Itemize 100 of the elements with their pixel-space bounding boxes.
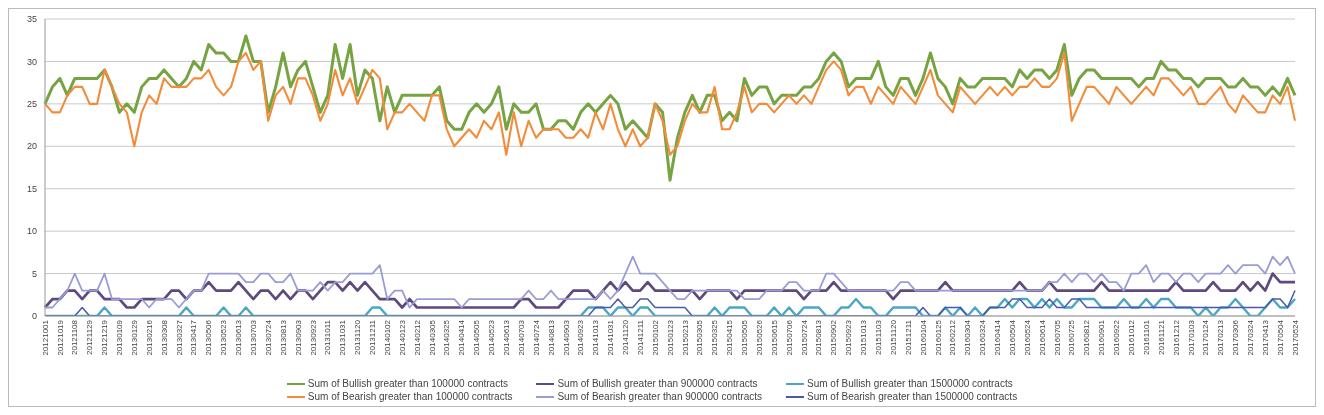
x-tick-label: 20160104 <box>918 319 928 356</box>
x-tick-label: 20161212 <box>1171 319 1181 356</box>
x-tick-label: 20130523 <box>219 319 229 356</box>
x-tick-label: 20121219 <box>100 319 110 356</box>
x-tick-label: 20131011 <box>323 319 333 355</box>
x-tick-label: 20130109 <box>115 319 125 356</box>
x-tick-label: 20140325 <box>442 319 452 356</box>
y-tick-label: 30 <box>26 56 37 67</box>
x-tick-label: 20140523 <box>487 319 497 356</box>
x-tick-label: 20150415 <box>725 319 735 356</box>
x-tick-label: 20131120 <box>353 319 363 355</box>
x-tick-label: 20160414 <box>993 319 1003 356</box>
legend-label: Sum of Bullish greater than 900000 contracts <box>557 378 758 389</box>
x-tick-label: 20140923 <box>576 319 586 356</box>
x-tick-label: 20160504 <box>1007 319 1017 356</box>
x-tick-label: 20140613 <box>501 319 511 356</box>
x-tick-label: 20141211 <box>635 319 645 355</box>
x-tick-label: 20121129 <box>85 319 95 355</box>
legend-label: Sum of Bearish greater than 100000 contracts <box>307 391 513 402</box>
x-tick-label: 20150706 <box>784 319 794 356</box>
x-tick-label: 20150123 <box>665 319 675 356</box>
x-tick-label: 20150213 <box>680 319 690 356</box>
x-tick-label: 20121019 <box>55 319 65 356</box>
x-tick-label: 20150724 <box>799 319 809 356</box>
x-tick-label: 20150505 <box>740 319 750 356</box>
x-tick-label: 20121001 <box>40 319 50 356</box>
y-tick-label: 20 <box>26 141 37 152</box>
x-tick-label: 20141031 <box>606 319 616 356</box>
x-tick-label: 20151103 <box>874 319 884 355</box>
x-tick-label: 20130724 <box>263 319 273 356</box>
x-tick-label: 20140123 <box>397 319 407 356</box>
x-tick-label: 20140212 <box>412 319 422 356</box>
x-tick-label: 20170504 <box>1275 319 1285 356</box>
x-tick-label: 20140102 <box>382 319 392 356</box>
x-tick-label: 20170124 <box>1201 319 1211 356</box>
x-tick-label: 20140903 <box>561 319 571 356</box>
x-tick-label: 20170103 <box>1186 319 1196 356</box>
x-tick-label: 20170413 <box>1260 319 1270 356</box>
x-tick-label: 20150813 <box>814 319 824 356</box>
x-tick-label: 20130308 <box>159 319 169 356</box>
x-tick-label: 20151013 <box>859 319 869 356</box>
x-tick-label: 20130703 <box>249 319 259 356</box>
x-tick-label: 20130506 <box>204 319 214 356</box>
x-tick-label: 20160324 <box>978 319 988 356</box>
y-tick-label: 15 <box>26 183 37 194</box>
x-tick-label: 20170213 <box>1216 319 1226 356</box>
x-tick-label: 20170524 <box>1290 319 1300 356</box>
x-tick-label: 20130216 <box>144 319 154 356</box>
x-tick-label: 20140813 <box>546 319 556 356</box>
x-tick-label: 20141120 <box>621 319 631 355</box>
x-tick-label: 20160922 <box>1112 319 1122 356</box>
x-tick-label: 20150526 <box>754 319 764 356</box>
x-tick-label: 20161012 <box>1126 319 1136 356</box>
legend-label: Sum of Bearish greater than 1500000 contracts <box>807 391 1018 402</box>
x-tick-label: 20160125 <box>933 319 943 356</box>
legend-label: Sum of Bearish greater than 900000 contracts <box>557 391 762 402</box>
y-tick-label: 35 <box>26 14 37 25</box>
x-tick-label: 20131211 <box>368 319 378 355</box>
x-tick-label: 20130613 <box>234 319 244 356</box>
x-tick-label: 20150305 <box>695 319 705 356</box>
y-tick-label: 0 <box>31 311 37 322</box>
x-tick-label: 20150102 <box>650 319 660 356</box>
x-tick-label: 20140505 <box>472 319 482 356</box>
x-tick-label: 20131031 <box>338 319 348 356</box>
x-tick-label: 20161121 <box>1156 319 1166 355</box>
x-tick-label: 20160304 <box>963 319 973 356</box>
x-tick-label: 20151120 <box>888 319 898 355</box>
y-tick-label: 25 <box>26 99 37 110</box>
x-tick-label: 20130327 <box>174 319 184 356</box>
x-tick-label: 20140703 <box>516 319 526 356</box>
y-tick-label: 10 <box>26 226 37 237</box>
x-tick-label: 20170306 <box>1231 319 1241 356</box>
x-tick-label: 20140414 <box>457 319 467 356</box>
x-tick-label: 20140724 <box>531 319 541 356</box>
x-tick-label: 20160614 <box>1037 319 1047 356</box>
x-tick-label: 20130923 <box>308 319 318 356</box>
x-tick-label: 20160705 <box>1052 319 1062 356</box>
x-tick-label: 20130129 <box>129 319 139 356</box>
x-tick-label: 20130903 <box>293 319 303 356</box>
legend-label: Sum of Bullish greater than 1500000 contracts <box>807 378 1013 389</box>
x-tick-label: 20150923 <box>844 319 854 356</box>
x-tick-label: 20150615 <box>769 319 779 356</box>
x-tick-label: 20160212 <box>948 319 958 356</box>
x-tick-label: 20151211 <box>903 319 913 355</box>
x-tick-label: 20170324 <box>1246 319 1256 356</box>
x-tick-label: 20150902 <box>829 319 839 356</box>
x-tick-label: 20140305 <box>427 319 437 356</box>
line-series <box>43 34 1297 182</box>
x-tick-label: 20160725 <box>1067 319 1077 356</box>
x-tick-label: 20121108 <box>70 319 80 355</box>
x-tick-label: 20160812 <box>1082 319 1092 356</box>
x-tick-label: 20160901 <box>1097 319 1107 356</box>
x-tick-label: 20130813 <box>278 319 288 356</box>
x-tick-label: 20130417 <box>189 319 199 356</box>
line-series <box>43 51 1297 156</box>
x-tick-label: 20141013 <box>591 319 601 356</box>
x-tick-label: 20150325 <box>710 319 720 356</box>
legend-label: Sum of Bullish greater than 100000 contracts <box>307 378 508 389</box>
y-tick-label: 5 <box>31 268 37 279</box>
x-tick-label: 20160524 <box>1022 319 1032 356</box>
